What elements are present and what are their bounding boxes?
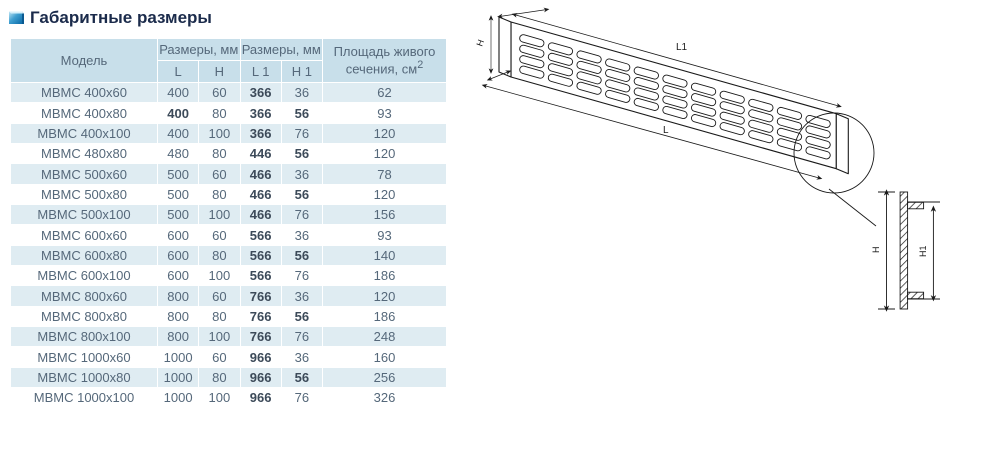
svg-text:H: H (871, 247, 881, 254)
svg-text:H: H (474, 38, 486, 48)
svg-text:L: L (663, 125, 669, 136)
svg-text:L1: L1 (676, 42, 688, 53)
svg-text:H1: H1 (918, 245, 928, 257)
